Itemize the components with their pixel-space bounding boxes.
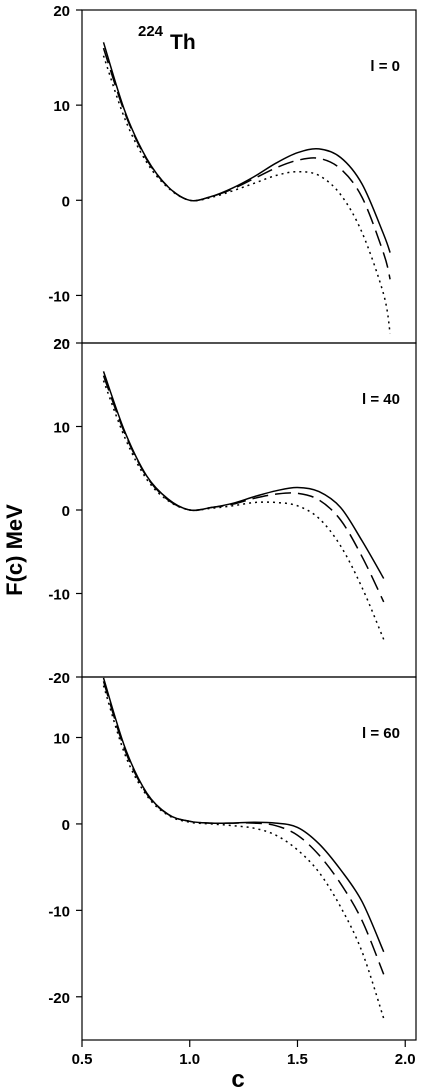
y-tick-label: 0 <box>62 817 70 834</box>
y-tick-label: 0 <box>62 193 70 210</box>
panel-label: l = 40 <box>362 391 400 408</box>
x-axis-title: c <box>231 1066 244 1092</box>
y-tick-label: 10 <box>53 420 70 437</box>
y-tick-label: -10 <box>48 903 70 920</box>
series-line-dotted <box>102 380 385 640</box>
panel-3: 10 0 -10 -20 l = 60 <box>48 676 417 1041</box>
y-tick-label: 0 <box>62 503 70 520</box>
y-tick-label: -20 <box>48 990 70 1007</box>
y-tick-label-partial: 20 <box>53 336 70 353</box>
x-tick-label: 1.0 <box>179 1051 200 1068</box>
panel-2: 20 10 0 -10 -20 l = 40 <box>48 336 417 687</box>
plot-frame <box>81 676 417 1041</box>
series-line-dotted <box>102 55 391 334</box>
series-line-solid <box>102 677 385 953</box>
y-tick-label: 20 <box>53 3 70 20</box>
y-tick-label: 10 <box>53 98 70 115</box>
panel-label: l = 60 <box>362 725 400 742</box>
series-line-dashed <box>102 681 385 975</box>
series-line-solid <box>102 371 385 579</box>
x-tick-label: 2.0 <box>395 1051 416 1068</box>
panel-1: 20 10 0 -10 20 l = 0 <box>48 3 417 353</box>
x-tick-label: 1.5 <box>287 1051 308 1068</box>
y-tick-label: 20 <box>53 336 70 353</box>
y-tick-label: 10 <box>53 731 70 748</box>
series-line-dashed <box>102 47 391 280</box>
nucleus-mass: 224 <box>138 23 164 40</box>
y-tick-label: -10 <box>48 288 70 305</box>
x-axis: 0.5 1.0 1.5 2.0 <box>72 1040 416 1068</box>
x-tick-label: 0.5 <box>72 1051 93 1068</box>
panel-label: l = 0 <box>370 58 400 75</box>
y-tick-label: -10 <box>48 587 70 604</box>
y-tick-label: -20 <box>48 670 70 687</box>
series-line-solid <box>102 42 391 253</box>
plot-frame <box>81 9 417 344</box>
series-line-dotted <box>102 685 385 1019</box>
series-line-dashed <box>102 375 385 603</box>
nucleus-symbol: Th <box>170 31 196 54</box>
y-axis-title: F(c) MeV <box>2 504 27 596</box>
